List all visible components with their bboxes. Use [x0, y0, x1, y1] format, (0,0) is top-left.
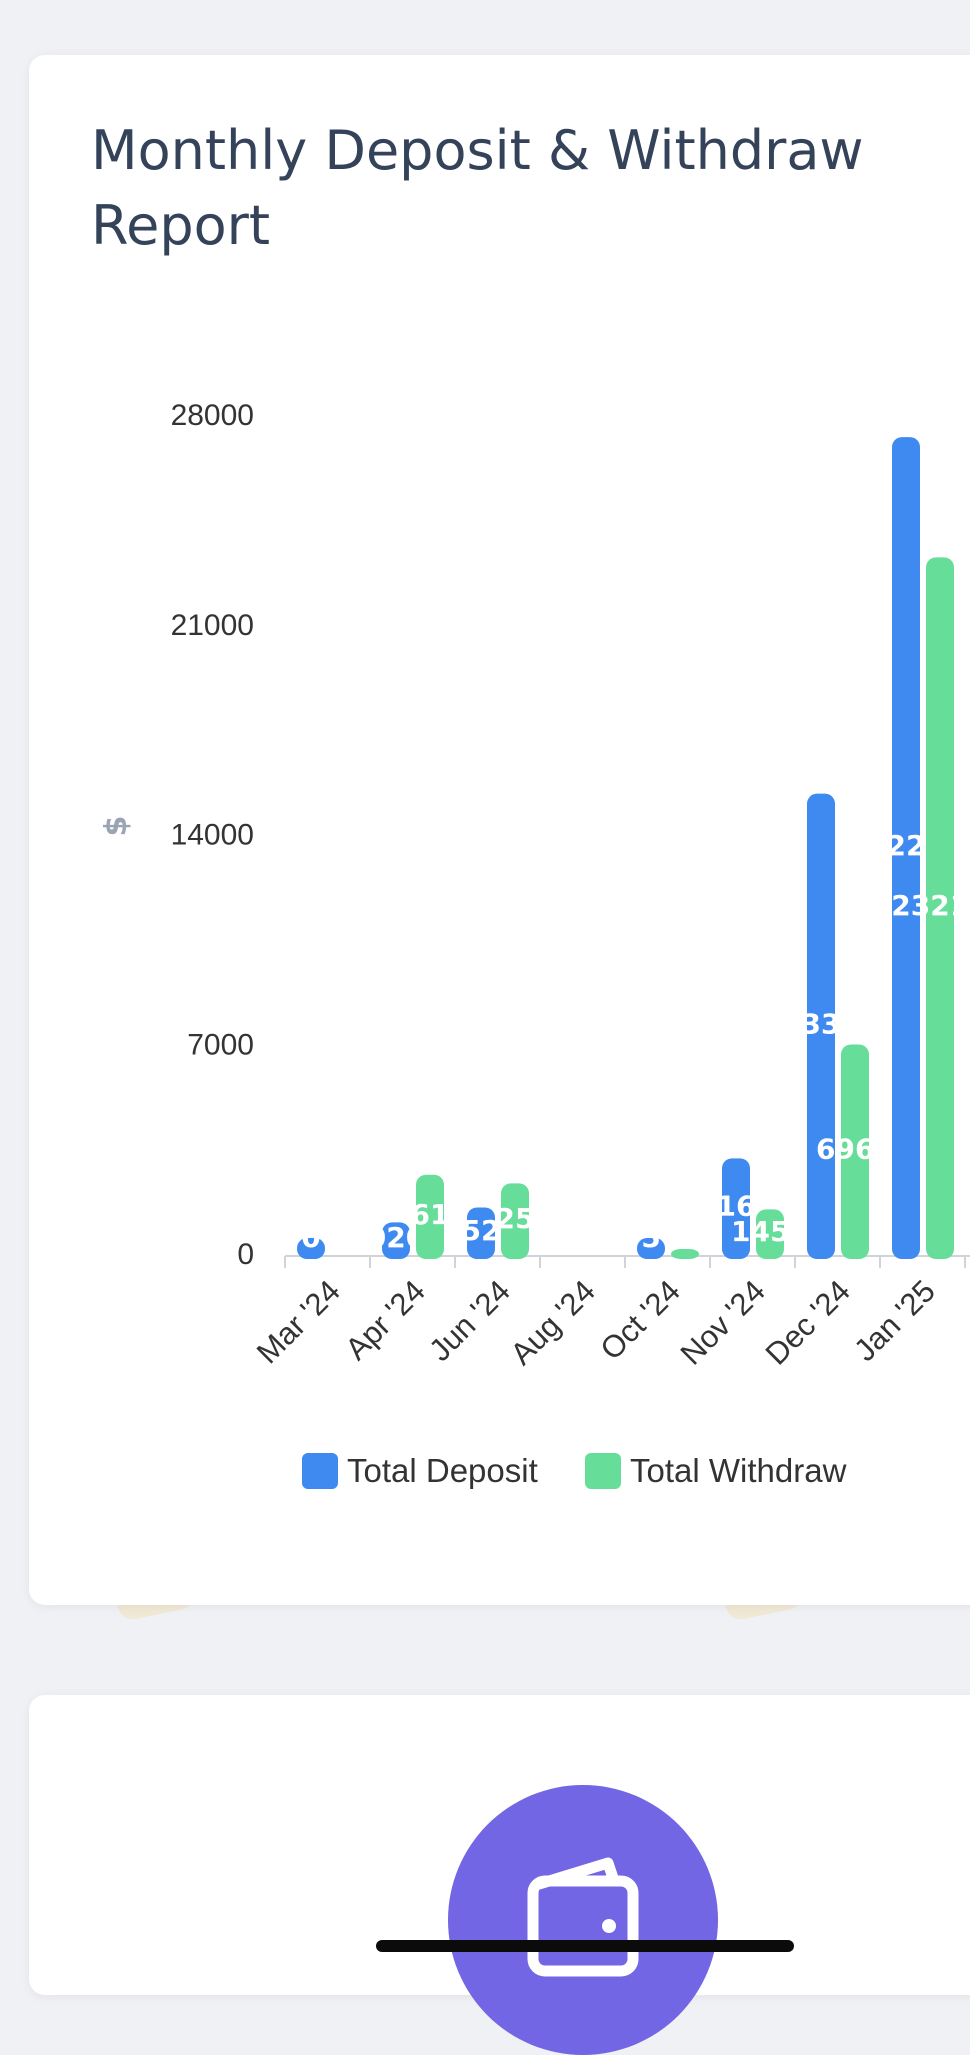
bar-deposit[interactable]: [297, 1238, 325, 1259]
legend-item[interactable]: Total Deposit: [302, 1452, 538, 1489]
x-tick-label: Aug '24: [504, 1273, 602, 1371]
x-tick-label: Dec '24: [759, 1273, 857, 1371]
y-tick-label: 14000: [171, 819, 254, 852]
bar-deposit[interactable]: [637, 1238, 665, 1259]
data-label: 61: [411, 1198, 450, 1231]
data-label: 1455: [731, 1215, 809, 1248]
y-tick-label: 7000: [187, 1028, 254, 1061]
data-label: 0: [301, 1221, 320, 1254]
x-tick-label: Nov '24: [674, 1273, 772, 1371]
bar-deposit[interactable]: [722, 1158, 750, 1259]
bar-deposit[interactable]: [382, 1222, 410, 1259]
bar-withdraw[interactable]: [671, 1249, 699, 1259]
data-label: 23217: [891, 889, 970, 922]
x-tick-label: Jan '25: [847, 1273, 942, 1368]
legend-swatch: [302, 1453, 338, 1489]
x-tick-label: Jun '24: [422, 1273, 517, 1368]
legend-label: Total Withdraw: [630, 1452, 847, 1489]
wallet-button[interactable]: [448, 1785, 718, 2055]
y-tick-label: 28000: [171, 399, 254, 432]
data-label: 33: [802, 1007, 841, 1040]
x-tick-label: Mar '24: [250, 1273, 347, 1370]
bar-withdraw[interactable]: [416, 1174, 444, 1259]
chart-legend: Total Deposit Total Withdraw: [302, 1452, 847, 1489]
bar-deposit[interactable]: [807, 793, 835, 1259]
data-label: 5: [641, 1221, 660, 1254]
bar-withdraw[interactable]: [501, 1183, 529, 1259]
data-label: 52: [462, 1214, 501, 1247]
wallet-icon: [527, 1857, 639, 1977]
x-tick-label: Feb: [964, 1273, 970, 1336]
legend-item[interactable]: Total Withdraw: [585, 1452, 847, 1489]
bar-withdraw[interactable]: [756, 1209, 784, 1259]
report-title: Monthly Deposit & Withdraw Report: [91, 119, 864, 257]
legend-swatch: [585, 1453, 621, 1489]
data-label: 020: [367, 1221, 425, 1254]
bar-withdraw[interactable]: [841, 1044, 869, 1259]
bar-deposit[interactable]: [467, 1207, 495, 1259]
data-label: 25: [496, 1202, 535, 1235]
home-indicator: [376, 1940, 794, 1952]
y-tick-label: 0: [237, 1238, 254, 1271]
legend-label: Total Deposit: [347, 1452, 538, 1489]
x-tick-label: Oct '24: [593, 1273, 687, 1367]
x-tick-label: Apr '24: [338, 1273, 432, 1367]
bar-withdraw[interactable]: [926, 557, 954, 1259]
y-tick-label: 21000: [171, 609, 254, 642]
dollar-icon: $: [99, 816, 134, 837]
data-label: 6960: [816, 1133, 894, 1166]
data-label: 16: [717, 1190, 756, 1223]
bar-deposit[interactable]: [892, 437, 920, 1259]
